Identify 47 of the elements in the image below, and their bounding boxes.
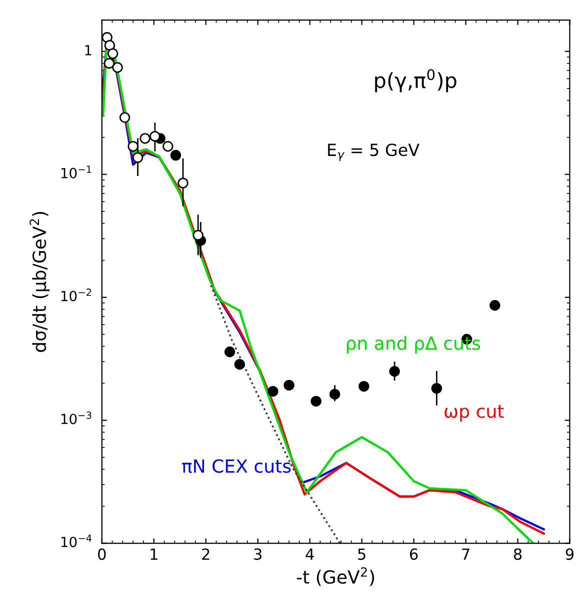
x-tick-label: 5 [358, 548, 366, 560]
point [132, 152, 144, 163]
x-tick-label: 8 [514, 548, 522, 560]
point [192, 230, 204, 241]
x-tick-label: 1 [150, 548, 158, 560]
x-tick-label: 9 [566, 548, 574, 560]
x-axis-title: -t (GeV$^{2}$) [296, 567, 374, 586]
point [284, 380, 294, 391]
x-tick-label: 2 [202, 548, 210, 560]
point [358, 380, 370, 392]
point [178, 178, 188, 188]
point [104, 58, 115, 69]
point [104, 40, 116, 51]
point [310, 396, 322, 407]
point [150, 130, 160, 142]
series-label: πN CEX cuts [182, 459, 291, 473]
point [490, 300, 500, 311]
y-tick-label: 1 [85, 45, 92, 56]
text: ρn and ρΔ cuts [346, 336, 480, 354]
x-tick-label: 6 [410, 548, 418, 560]
point [140, 133, 150, 144]
annotation: E$_{γ}$ = 5 GeV [328, 144, 420, 162]
y-tick-label: 10$^{−2}$ [61, 288, 92, 302]
y-tick-label: 10$^{−4}$ [61, 534, 92, 548]
point [119, 112, 130, 123]
x-tick-label: 0 [98, 548, 106, 560]
x-tick-label: 4 [306, 548, 314, 560]
point [224, 346, 236, 358]
point [389, 366, 400, 377]
point [112, 62, 123, 73]
point [162, 141, 174, 152]
point [234, 359, 246, 370]
x-tick-label: 3 [254, 548, 262, 560]
y-tick-label: 10$^{−3}$ [61, 411, 92, 424]
y-axis-title: dσ/dt (μb/GeV$^{2}$) [30, 212, 50, 352]
text: ωp cut [444, 405, 504, 422]
point [268, 386, 278, 397]
point [102, 32, 112, 43]
point [170, 150, 182, 161]
point [431, 382, 442, 394]
line-series [210, 284, 341, 544]
point [128, 141, 138, 152]
point [329, 388, 340, 400]
x-tick-label: 7 [462, 548, 470, 560]
y-tick-label: 10$^{−1}$ [61, 166, 92, 178]
annotation: p(γ,π$^{0}$)p [375, 69, 456, 92]
point [107, 48, 118, 59]
